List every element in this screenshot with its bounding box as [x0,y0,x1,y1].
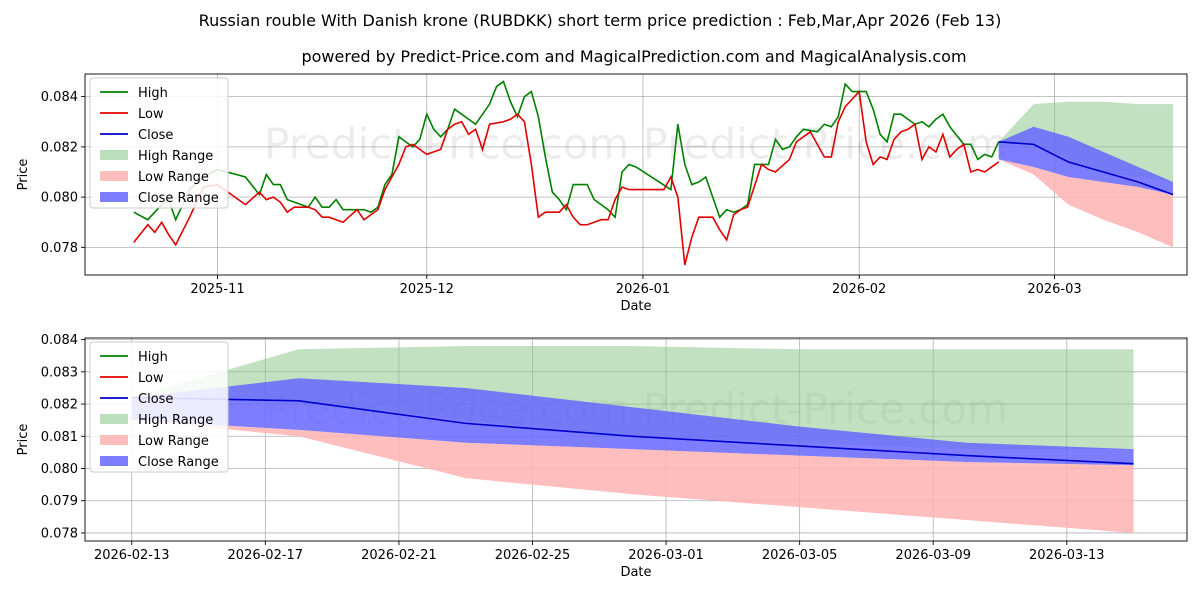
legend-label: High Range [138,149,213,164]
x-tick-label: 2026-03-01 [628,548,704,563]
y-tick-label: 0.079 [41,494,78,509]
legend-swatch-patch [100,435,128,445]
y-tick-label: 0.080 [41,462,78,477]
x-tick-label: 2026-02-17 [228,548,304,563]
x-axis-label: Date [620,299,651,314]
x-tick-label: 2026-03 [1027,282,1081,297]
chart-title: Russian rouble With Danish krone (RUBDKK… [199,11,1002,30]
legend: High Low Close High Range Low Range Close Ran… [89,77,229,209]
low-range-band [131,420,1134,533]
y-tick-label: 0.082 [41,398,78,413]
x-tick-label: 2025-11 [190,282,244,297]
plot-area [131,346,1134,533]
chart-subtitle: powered by Predict-Price.com and Magical… [301,47,966,66]
legend-label: Close [138,392,173,407]
plot-area [133,80,1174,266]
x-tick-label: 2026-02-13 [94,548,170,563]
legend-label: Close [138,128,173,143]
close-range-band [131,378,1134,466]
x-tick-label: 2026-03-13 [1029,548,1105,563]
legend-label: High [138,86,168,101]
x-tick-label: 2026-03-09 [895,548,971,563]
legend: High Low Close High Range Low Range Close Ran… [89,341,229,473]
low-range-band [998,159,1174,248]
high-range-band [131,346,1134,450]
y-axis-label: Price [16,159,31,191]
x-tick-label: 2026-02 [832,282,886,297]
legend-label: Close Range [138,455,219,470]
legend-label: Low [138,107,164,122]
y-tick-label: 0.084 [41,90,78,105]
legend-label: Low Range [138,434,209,449]
y-tick-label: 0.081 [41,430,78,445]
legend-swatch-patch [100,150,128,160]
legend-label: Low [138,371,164,386]
close-series-line [998,141,1174,196]
legend-swatch-patch [100,414,128,424]
grid [85,74,1187,275]
legend-swatch-patch [100,171,128,181]
legend-label: Close Range [138,191,219,206]
x-tick-label: 2026-03-05 [762,548,838,563]
high-series-line [133,80,1000,222]
close-series-line [131,396,1134,465]
x-axis-label: Date [620,565,651,580]
x-tick-label: 2025-12 [400,282,454,297]
legend-swatch-patch [100,192,128,202]
y-tick-label: 0.082 [41,140,78,155]
y-tick-label: 0.084 [41,333,78,348]
close-range-band [998,126,1174,195]
legend-label: High Range [138,413,213,428]
legend-label: High [138,350,168,365]
y-tick-label: 0.078 [41,241,78,256]
y-tick-label: 0.078 [41,526,78,541]
low-series-line [133,89,1000,266]
forecast-detail-panel: Predict-Price.com Predict-Price.com2026-… [16,333,1188,580]
y-axis-label: Price [16,424,31,456]
watermark: Predict-Price.com Predict-Price.com [264,119,1008,168]
high-range-band [998,101,1174,183]
x-tick-label: 2026-01 [616,282,670,297]
plot-frame [84,73,1188,276]
y-tick-label: 0.080 [41,191,78,206]
x-tick-label: 2026-02-21 [361,548,437,563]
history-panel: Predict-Price.com Predict-Price.com 2025-… [16,73,1188,314]
y-tick-label: 0.083 [41,365,78,380]
plot-frame [84,337,1188,542]
legend-swatch-patch [100,456,128,466]
legend-label: Low Range [138,170,209,185]
x-tick-label: 2026-02-25 [495,548,571,563]
